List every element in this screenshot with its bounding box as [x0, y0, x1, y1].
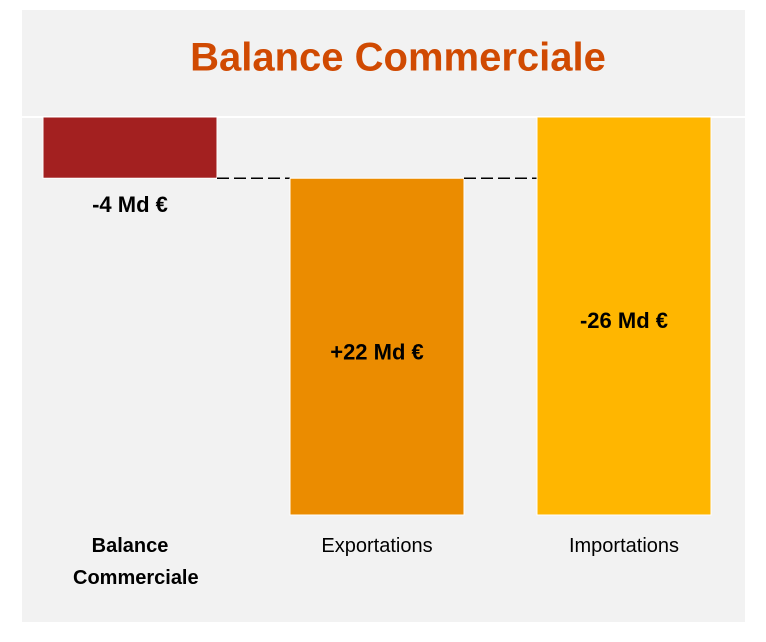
- category-label: Exportations: [321, 535, 433, 557]
- category-label: Balance Commerciale: [73, 535, 199, 589]
- value-label: -26 Md €: [580, 308, 668, 333]
- bar: [42, 116, 218, 179]
- chart-title: Balance Commerciale: [190, 36, 606, 80]
- value-label: -4 Md €: [92, 192, 168, 217]
- category-label: Importations: [568, 535, 680, 557]
- bar: [536, 116, 712, 516]
- bar: [289, 177, 465, 516]
- value-label: +22 Md €: [330, 339, 424, 364]
